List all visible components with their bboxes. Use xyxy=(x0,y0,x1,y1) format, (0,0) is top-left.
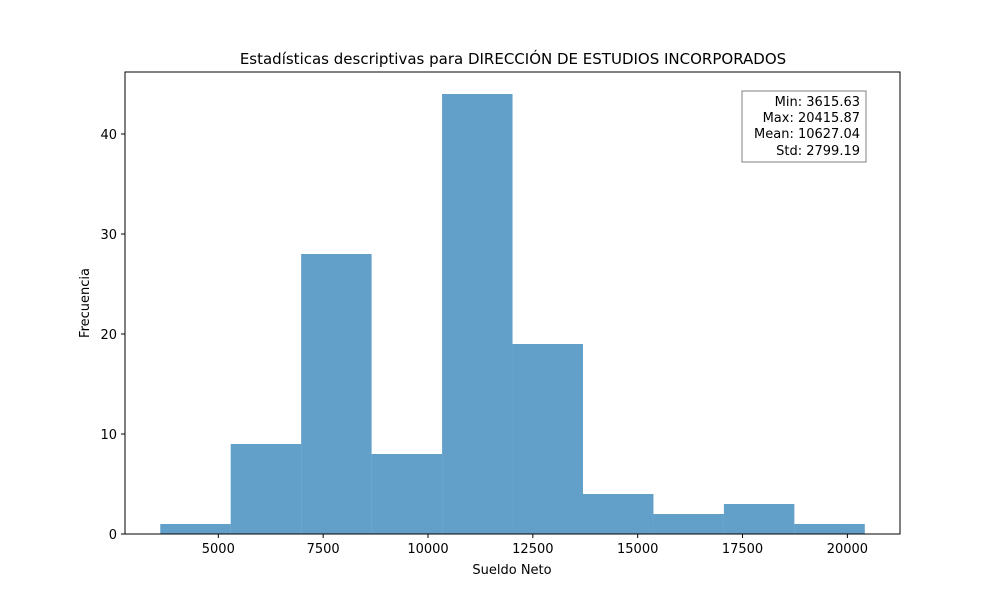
y-axis-label: Frecuencia xyxy=(78,268,93,338)
histogram-bar-7 xyxy=(582,494,654,534)
histogram-bar-4 xyxy=(371,454,443,534)
stats-std: Std: 2799.19 xyxy=(776,144,860,159)
bars-layer xyxy=(160,94,865,534)
plot-frame xyxy=(124,71,901,535)
x-tick-label: 17500 xyxy=(722,542,763,557)
x-tick-label: 20000 xyxy=(827,542,868,557)
y-axis-ticks: 0 10 20 30 40 xyxy=(100,128,125,543)
x-tick-label: 5000 xyxy=(202,542,235,557)
stats-box: Min: 3615.63 Max: 20415.87 Mean: 10627.0… xyxy=(741,90,867,163)
x-tick-label: 10000 xyxy=(407,542,448,557)
x-tick-label: 12500 xyxy=(512,542,553,557)
histogram-bar-6 xyxy=(512,344,583,534)
y-tick-label: 20 xyxy=(100,328,117,343)
x-axis-label: Sueldo Neto xyxy=(472,563,551,578)
y-tick-label: 40 xyxy=(100,128,117,143)
stats-max: Max: 20415.87 xyxy=(763,111,860,126)
x-tick-label: 7500 xyxy=(307,542,340,557)
stats-box-frame xyxy=(741,90,867,163)
x-tick-label: 15000 xyxy=(617,542,658,557)
histogram-bar-9 xyxy=(723,504,795,534)
stats-mean: Mean: 10627.04 xyxy=(754,127,860,142)
histogram-bar-8 xyxy=(653,514,724,534)
histogram-bar-3 xyxy=(301,254,372,534)
x-axis-ticks: 5000 7500 10000 12500 15000 17500 20000 xyxy=(202,534,868,557)
histogram-bar-2 xyxy=(230,444,302,534)
histogram-bar-5 xyxy=(442,94,513,534)
histogram-bar-1 xyxy=(160,524,231,534)
y-tick-label: 0 xyxy=(109,528,117,543)
histogram-bar-10 xyxy=(794,524,865,534)
stats-min: Min: 3615.63 xyxy=(775,95,860,110)
y-tick-label: 10 xyxy=(100,428,117,443)
chart-title: Estadísticas descriptivas para DIRECCIÓN… xyxy=(240,49,786,68)
y-tick-label: 30 xyxy=(100,228,117,243)
